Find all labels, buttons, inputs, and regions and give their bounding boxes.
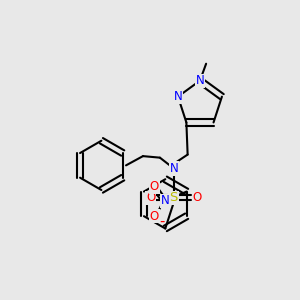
Text: O: O <box>150 210 159 223</box>
Text: N: N <box>169 162 178 175</box>
Text: O: O <box>146 191 155 204</box>
Text: O: O <box>192 191 202 204</box>
Text: O: O <box>150 180 159 194</box>
Text: N: N <box>161 194 170 207</box>
Text: N: N <box>174 90 182 103</box>
Text: S: S <box>169 191 178 204</box>
Text: N: N <box>196 74 204 87</box>
Text: -: - <box>159 213 165 228</box>
